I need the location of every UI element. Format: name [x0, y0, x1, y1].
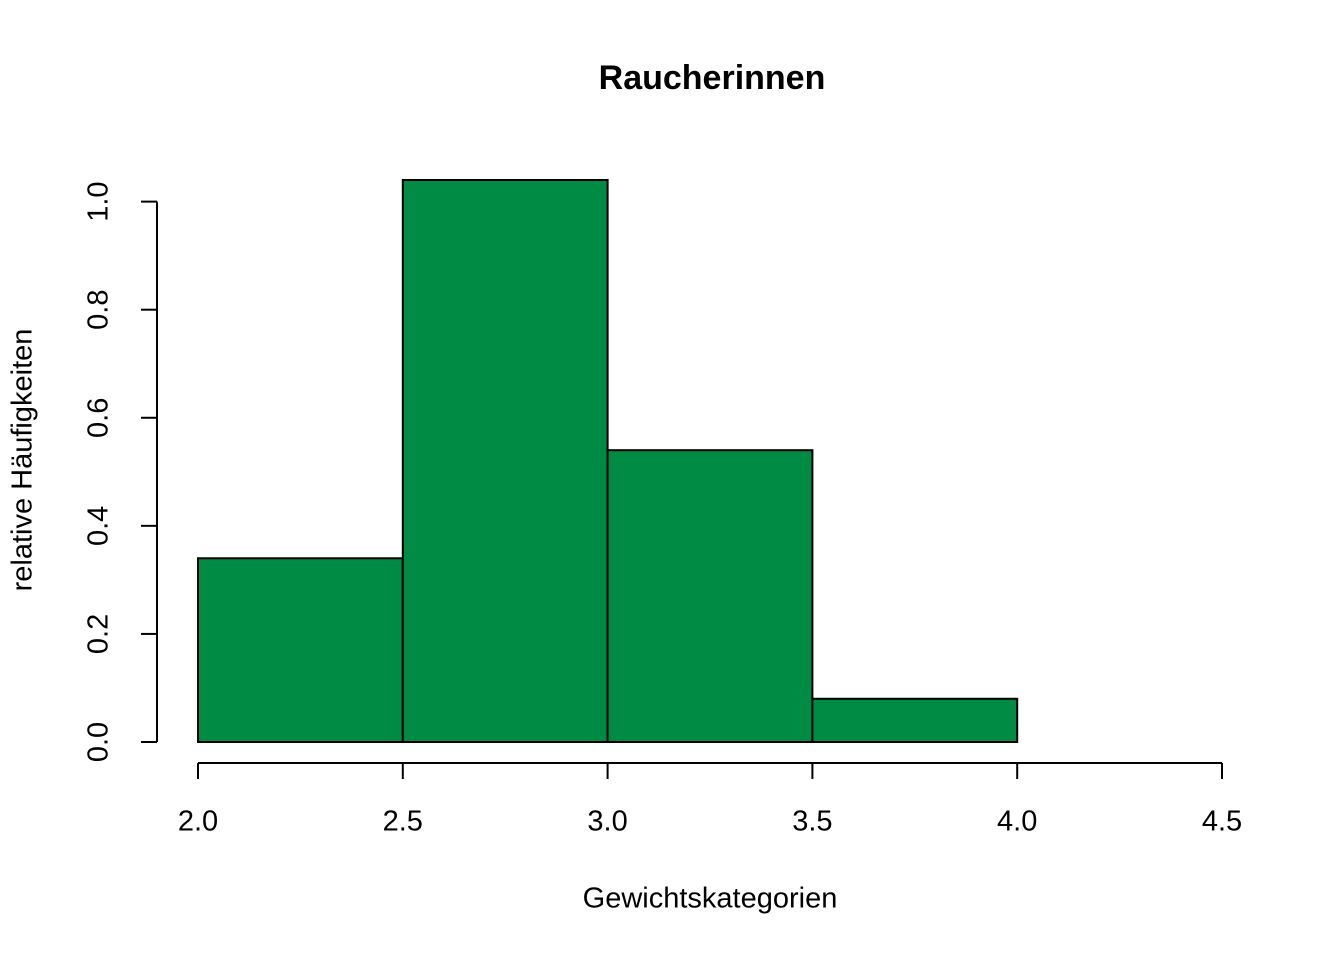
x-tick-label: 4.5 — [1202, 806, 1242, 838]
bar — [197, 557, 404, 743]
x-tick-label: 2.5 — [383, 806, 423, 838]
y-tick-label: 0.4 — [83, 506, 115, 546]
x-tick-label: 3.5 — [792, 806, 832, 838]
y-tick-label: 0.8 — [83, 290, 115, 330]
y-tick-label: 0.0 — [83, 722, 115, 762]
x-tick-label: 4.0 — [997, 806, 1037, 838]
x-tick-label: 2.0 — [178, 806, 218, 838]
y-tick-label: 0.2 — [83, 614, 115, 654]
y-axis-label: relative Häufigkeiten — [7, 329, 39, 592]
chart-title: Raucherinnen — [599, 59, 826, 97]
bar — [606, 449, 814, 743]
y-tick-label: 1.0 — [83, 181, 115, 221]
bar — [811, 697, 1019, 743]
x-tick-label: 3.0 — [587, 806, 627, 838]
x-axis-label: Gewichtskategorien — [583, 883, 838, 915]
y-tick-label: 0.6 — [83, 398, 115, 438]
bar — [401, 179, 609, 743]
